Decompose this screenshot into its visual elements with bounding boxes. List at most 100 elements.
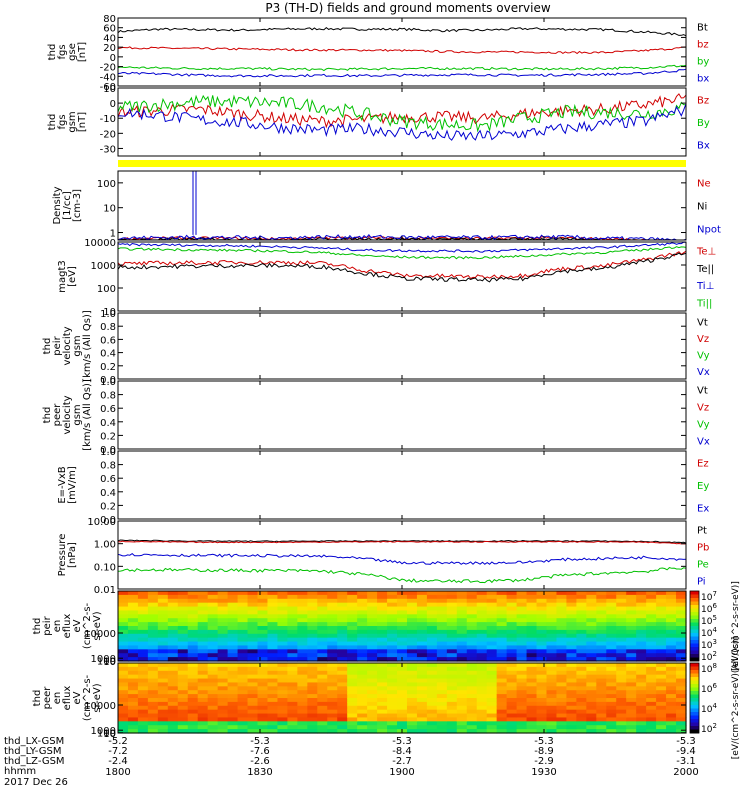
y-axis-label: [mV/m]: [67, 466, 78, 504]
panel-frame: [117, 170, 687, 241]
time-tick-label: 1830: [247, 767, 272, 778]
ephemeris-value: -2.4: [108, 756, 128, 767]
y-tick-label: 0.2: [100, 501, 116, 512]
date-label: 2017 Dec 26: [4, 777, 68, 788]
y-tick-label: 10: [103, 84, 116, 95]
legend-by: by: [697, 57, 709, 68]
y-tick-label: 0.2: [100, 362, 116, 373]
y-axis-label: magt3: [57, 260, 68, 293]
panel-fgs-gsm: 10 0 -10 -20 -30 thd fgs gsm [nT] Bz By Bx: [47, 84, 710, 157]
y-tick-label: 40: [103, 33, 116, 44]
y-tick-label: 0.8: [100, 391, 116, 402]
ephemeris-value: -3.1: [676, 756, 696, 767]
y-axis-label: en: [52, 692, 63, 705]
legend-Ti: Ti||: [696, 298, 712, 309]
series-line-Npot: [117, 233, 687, 241]
y-tick-label: 0: [110, 99, 116, 110]
hhmm-label: hhmm: [4, 766, 36, 777]
colorbar-tick-label: 106: [701, 682, 717, 695]
y-tick-label: 0.0: [100, 445, 116, 456]
panel-frame: [117, 380, 687, 450]
y-tick-label: 10: [103, 729, 116, 740]
ephemeris-label: thd_LY-GSM: [4, 746, 61, 757]
colorbar-label: [eV/(cm^2-s-sr-eV)(All Qs)]: [731, 637, 741, 760]
y-axis-label: thd: [47, 44, 58, 61]
y-tick-label: 0.4: [100, 349, 116, 360]
legend-Pe: Pe: [697, 560, 709, 571]
y-tick-label: 1000: [91, 726, 116, 737]
y-axis-label: thd: [32, 618, 43, 635]
y-tick-label: 10: [103, 307, 116, 318]
density-spike: [192, 170, 197, 235]
y-tick-label: 10: [103, 204, 116, 215]
legend-Ex: Ex: [697, 504, 709, 515]
legend-Te: Te⊥: [696, 247, 716, 258]
time-axis: thd_LX-GSM -5.2 -5.3 -5.3 -5.3 -5.3 thd_LY-GSM…: [4, 736, 699, 788]
ephemeris-value: -5.3: [250, 736, 270, 747]
legend-bx: bx: [697, 74, 709, 85]
ephemeris-value: -5.3: [534, 736, 554, 747]
y-tick-label: 0.4: [100, 418, 116, 429]
ephemeris-value: -5.2: [108, 736, 128, 747]
panel-frame: [117, 450, 687, 520]
y-tick-label: -20: [100, 129, 116, 140]
y-axis-label: thd: [32, 690, 43, 707]
y-tick-label: -10: [100, 114, 116, 125]
y-axis-label: en: [52, 620, 63, 633]
ephemeris-value: -9.4: [676, 746, 696, 757]
y-axis-label: [km/s (All Qs)]: [82, 310, 93, 382]
y-tick-label: 0.0: [100, 375, 116, 386]
legend-Pt: Pt: [697, 526, 707, 537]
series-line-by: [117, 64, 687, 72]
panel-e-field: 1.0 0.8 0.6 0.4 0.2 0.0 E=-VxB [mV/m] Ez Ey Ex: [57, 447, 709, 526]
y-tick-label: 10000: [84, 701, 116, 712]
legend-Ey: Ey: [697, 481, 709, 492]
colorbar-peer-eflux: 108 106 104 102 [eV/(cm^2-s-sr-eV)(All Qs)]: [689, 637, 741, 760]
panel-frame: [117, 87, 687, 157]
series-line-By: [117, 94, 687, 133]
colorbar-label: [eV/(cm^2-s-sr-eV)]: [731, 581, 741, 671]
time-tick-label: 1800: [105, 767, 130, 778]
legend-Vz: Vz: [697, 403, 709, 414]
y-axis-label: fgs: [57, 114, 68, 129]
y-axis-label: gsm: [72, 335, 83, 356]
y-axis-label: Density: [52, 186, 63, 224]
ephemeris-value: -2.6: [250, 756, 270, 767]
legend-bz: bz: [697, 40, 709, 51]
legend-Bt: Bt: [697, 23, 708, 34]
legend-Vy: Vy: [697, 420, 710, 431]
panel-peir-velocity: 1.0 0.8 0.6 0.4 0.2 0.0 thd peir velocity gsm [km/…: [42, 309, 710, 386]
y-tick-label: 10000: [84, 629, 116, 640]
y-tick-label: 0.6: [100, 404, 116, 415]
y-axis-label: [km/s (All Qs)]: [82, 379, 93, 451]
ephemeris-value: -8.4: [392, 746, 412, 757]
colorbar-tick-label: 108: [701, 662, 717, 675]
panel-frame: [117, 312, 687, 380]
y-axis-label: thd: [47, 114, 58, 131]
series-line-Pi: [117, 552, 687, 565]
y-axis-label: peir: [42, 615, 53, 635]
y-axis-label: peir: [52, 335, 63, 355]
y-tick-label: 1: [110, 229, 116, 240]
y-tick-label: 0.6: [100, 335, 116, 346]
y-axis-label: [1/cc]: [62, 191, 73, 220]
y-tick-label: 10: [103, 657, 116, 668]
y-tick-label: -20: [100, 63, 116, 74]
y-tick-label: 1000: [91, 654, 116, 665]
legend-Vx: Vx: [697, 367, 710, 378]
y-axis-label: thd: [42, 338, 53, 355]
y-tick-label: 1000: [91, 261, 116, 272]
y-axis-label: peer: [52, 403, 63, 427]
legend-Npot: Npot: [697, 225, 721, 236]
y-axis-label: [nPa]: [67, 542, 78, 568]
legend-Vy: Vy: [697, 350, 710, 361]
y-tick-label: 1.00: [94, 540, 116, 551]
y-tick-label: -30: [100, 144, 116, 155]
y-tick-label: 0: [110, 53, 116, 64]
y-axis-label: (cm^2-s-: [82, 674, 93, 721]
panel-pressure: 10.00 1.00 0.10 0.01 Pressure [nPa] Pt Pb Pe Pi: [57, 517, 709, 596]
legend-Pi: Pi: [697, 577, 706, 588]
y-axis-label: velocity: [62, 326, 73, 365]
